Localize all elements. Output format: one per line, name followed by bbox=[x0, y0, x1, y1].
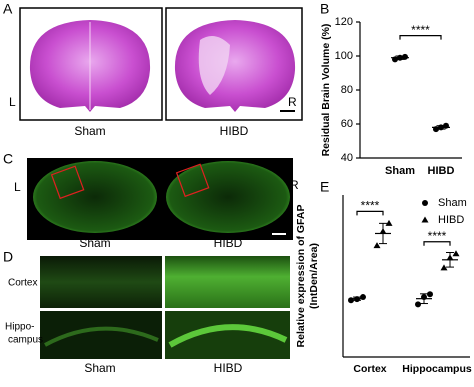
y-axis-title: Residual Brain Volume (%) bbox=[320, 24, 332, 157]
y-axis-title: (IntDen/Area) bbox=[308, 243, 320, 309]
significance-bracket bbox=[356, 210, 384, 216]
y-tick-label: 40 bbox=[341, 152, 353, 164]
significance-bracket bbox=[399, 35, 442, 40]
x-tick-label: Sham bbox=[385, 165, 415, 177]
side-label: L bbox=[14, 180, 21, 194]
y-tick-label: 100 bbox=[335, 50, 353, 62]
y-tick-label: 120 bbox=[335, 16, 353, 28]
panel-label: A bbox=[3, 1, 13, 17]
data-point bbox=[452, 250, 460, 257]
panel-label: C bbox=[3, 151, 13, 167]
data-point bbox=[415, 301, 421, 308]
x-tick-label: HIBD bbox=[428, 165, 455, 177]
panel-a-images bbox=[19, 7, 303, 121]
significance-label: **** bbox=[428, 229, 447, 243]
image-label: Sham bbox=[84, 361, 115, 375]
y-axis-title: Relative expression of GFAP bbox=[295, 205, 307, 348]
data-point bbox=[385, 219, 393, 226]
data-point bbox=[427, 291, 433, 298]
data-point bbox=[422, 200, 428, 206]
side-label: R bbox=[288, 95, 297, 109]
image-label: Sham bbox=[79, 236, 110, 250]
data-point bbox=[440, 264, 448, 271]
panel-label: D bbox=[3, 249, 13, 265]
data-point bbox=[373, 242, 381, 249]
image-label: Sham bbox=[74, 124, 105, 138]
data-point bbox=[402, 53, 408, 60]
y-tick-label: 60 bbox=[341, 118, 353, 130]
x-tick-label: Cortex bbox=[353, 363, 386, 375]
panel-label: B bbox=[320, 1, 329, 17]
legend-label: HIBD bbox=[438, 214, 464, 226]
significance-label: **** bbox=[411, 23, 430, 37]
row-label: Hippo- bbox=[5, 322, 34, 333]
data-point bbox=[421, 216, 429, 223]
significance-bracket bbox=[423, 241, 451, 246]
x-tick-label: Hippocampus bbox=[402, 363, 472, 375]
row-label: Cortex bbox=[8, 278, 37, 289]
significance-label: **** bbox=[361, 199, 380, 213]
image-label: HIBD bbox=[214, 236, 243, 250]
panel-d-images bbox=[40, 256, 290, 359]
row-label: campus bbox=[8, 335, 43, 346]
panel-label: E bbox=[320, 179, 329, 195]
side-label: R bbox=[290, 178, 299, 192]
y-tick-label: 80 bbox=[341, 84, 353, 96]
image-label: HIBD bbox=[214, 361, 243, 375]
image-label: HIBD bbox=[220, 124, 249, 138]
panel-c-images bbox=[27, 158, 293, 240]
legend-label: Sham bbox=[438, 197, 467, 209]
side-label: L bbox=[9, 95, 16, 109]
